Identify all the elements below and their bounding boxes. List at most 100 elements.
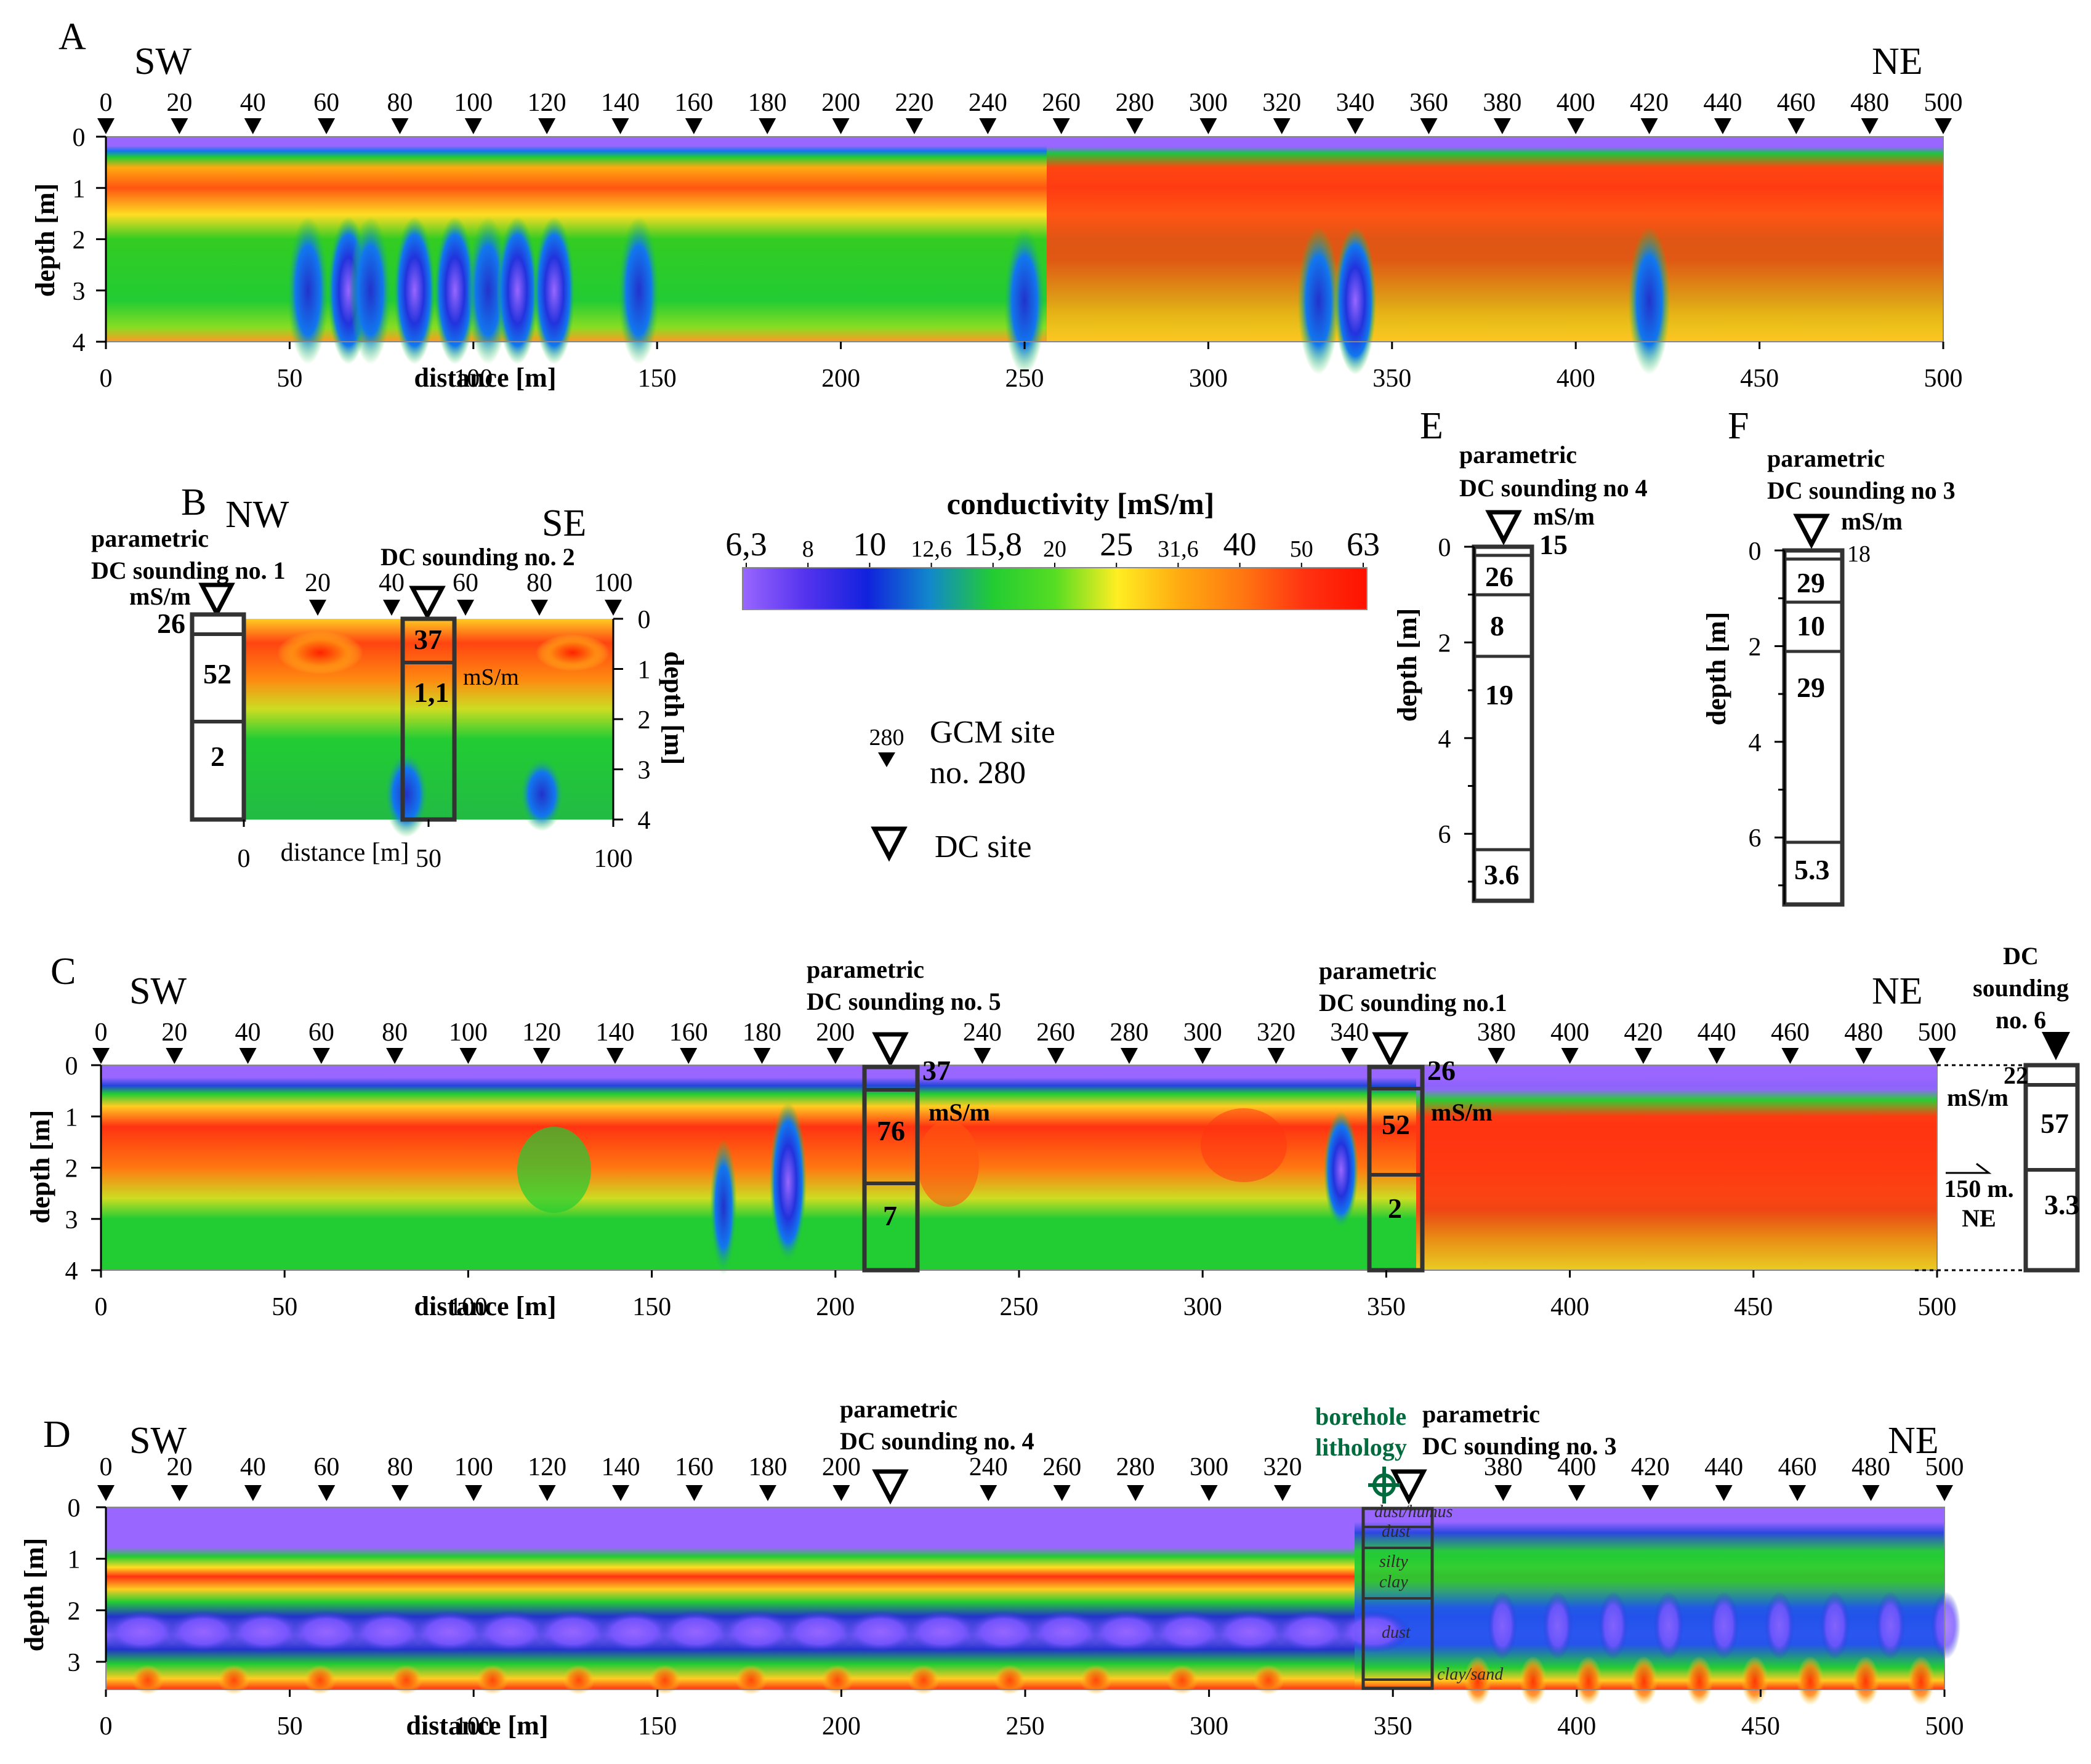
depth-tick-label: 0 [68,1494,81,1523]
legend-tick-label: 8 [802,536,814,562]
gcm-site-marker-icon [1640,118,1658,134]
panel-c-offset-line2: NE [1962,1204,1996,1232]
gcm-site-marker-icon [1936,1485,1953,1501]
distance-tick-label: 500 [1925,1712,1964,1741]
panel-f-unit: mS/m [1841,507,1903,535]
depth-tick-label: 0 [65,1052,78,1081]
gcm-site-marker-icon [1052,118,1070,134]
panel-e-layer-4: 19 [1485,679,1513,711]
resistive-body [1598,1592,1628,1659]
panel-c-site-label: 80 [382,1018,408,1047]
panel-d-borehole-line2: lithology [1315,1433,1407,1461]
panel-e-unit: mS/m [1533,502,1595,530]
panel-c-site-label: 140 [595,1018,634,1047]
panel-d-site-label: 480 [1851,1453,1890,1481]
panel-b-site-label: 60 [453,569,478,597]
depth-tick-label: 3 [73,278,86,306]
panel-b-sounding2-label: DC sounding no. 2 [381,543,575,571]
distance-tick-label: 150 [632,1293,671,1321]
gcm-site-marker-icon [1053,1485,1071,1501]
panel-d-s3-line1: parametric [1422,1400,1540,1428]
depth-tick-label: 4 [73,329,86,357]
panel-c-s5-layer-top: 37 [922,1055,951,1086]
gcm-site-marker-icon [538,118,556,134]
lithology-clay: clay [1379,1573,1408,1592]
panel-d-distance-axis: 0 50 100 150 200 250 300 350 400 450 500 [100,1689,1964,1741]
panel-a-site-label: 40 [240,89,266,117]
conductive-body [1908,1656,1935,1706]
panel-d-site-label: 320 [1263,1453,1302,1481]
resistive-body [1654,1592,1683,1659]
panel-c-site-label: 300 [1183,1018,1222,1047]
panel-c-site-label: 20 [161,1018,187,1047]
panel-e-layer-5: 3.6 [1484,859,1520,890]
depth-tick-label: 6 [1438,821,1451,849]
gcm-site-marker-icon [1561,1048,1579,1064]
panel-c-ylabel: depth [m] [25,1110,55,1224]
gcm-site-marker-icon [979,118,997,134]
panel-c-site-label: 340 [1330,1018,1369,1047]
panel-c-sounding1-column [1367,1065,1425,1273]
gcm-site-marker-icon [171,118,188,134]
panel-d-site-label: 120 [528,1453,566,1481]
legend-tick-label: 50 [1290,536,1313,562]
panel-c-site-label: 160 [669,1018,708,1047]
conductive-body [304,1665,336,1694]
distance-tick-label: 450 [1734,1293,1773,1321]
depth-tick-label: 2 [73,227,86,255]
gcm-site-marker-icon [1494,1485,1512,1501]
resistive-body [1543,1592,1573,1659]
dc-site-marker-c6-icon [2042,1032,2070,1060]
panel-a-left-direction: SW [134,41,191,83]
panel-f-layer-1: 18 [1847,541,1871,567]
gcm-site-marker-icon [1194,1048,1212,1064]
depth-tick-label: 4 [65,1257,78,1286]
lithology-dust-2: dust [1382,1623,1411,1642]
panel-c-site-label: 320 [1257,1018,1295,1047]
depth-tick-label: 2 [1438,629,1451,658]
gcm-site-marker-icon [457,600,474,616]
panel-b-sounding1-line1: parametric [91,525,209,552]
distance-tick-label: 50 [277,1712,303,1741]
gcm-site-marker-icon [1047,1048,1065,1064]
resistive-body [1275,1611,1348,1653]
gcm-site-marker-icon [611,118,629,134]
panel-c-s6-unit: mS/m [1947,1084,2008,1111]
gcm-site-marker-icon [1126,118,1144,134]
panel-a-site-label: 0 [100,89,113,117]
panel-c-distance-axis: 0 50 100 150 200 250 300 350 400 450 500 [95,1270,1957,1321]
panel-e-line2: DC sounding no 4 [1459,474,1648,502]
panel-d-site-label: 400 [1557,1453,1596,1481]
panel-c-sounding5-column [862,1065,920,1273]
panel-a-right-direction: NE [1872,41,1923,83]
panel-c-letter: C [50,951,76,993]
gcm-site-marker-icon [171,1485,188,1501]
distance-tick-label: 200 [821,364,860,393]
legend-tick-label: 6,3 [725,526,767,563]
legend-tick-label: 25 [1100,526,1133,563]
resistive-body [1931,1592,1960,1659]
legend-dc-label: DC site [935,829,1031,864]
panel-a-letter: A [58,16,86,58]
gcm-site-marker-icon [386,1048,404,1064]
low-conductivity-anomaly [287,216,329,364]
gcm-site-marker-icon [1787,118,1805,134]
panel-d-site-label: 140 [602,1453,640,1481]
depth-tick-label: 0 [1749,538,1762,566]
legend-tick-label: 20 [1043,536,1066,562]
low-conductivity-anomaly [393,216,436,364]
panel-a-depth-axis: 0 1 2 3 4 [73,124,107,357]
resistive-body [905,1611,979,1653]
panel-a-site-label: 80 [387,89,413,117]
panel-a-site-label: 280 [1116,89,1154,117]
gcm-site-marker-icon [244,1485,262,1501]
panel-c-site-label: 380 [1477,1018,1516,1047]
gcm-site-marker-icon [1634,1048,1652,1064]
dc-site-marker-icon [871,826,908,862]
panel-b-site-label: 40 [379,569,405,597]
panel-c-right-direction: NE [1872,970,1923,1012]
panel-e-layer-2: 26 [1485,561,1513,592]
panel-a-site-label: 460 [1777,89,1816,117]
panel-d-site-label: 300 [1190,1453,1228,1481]
